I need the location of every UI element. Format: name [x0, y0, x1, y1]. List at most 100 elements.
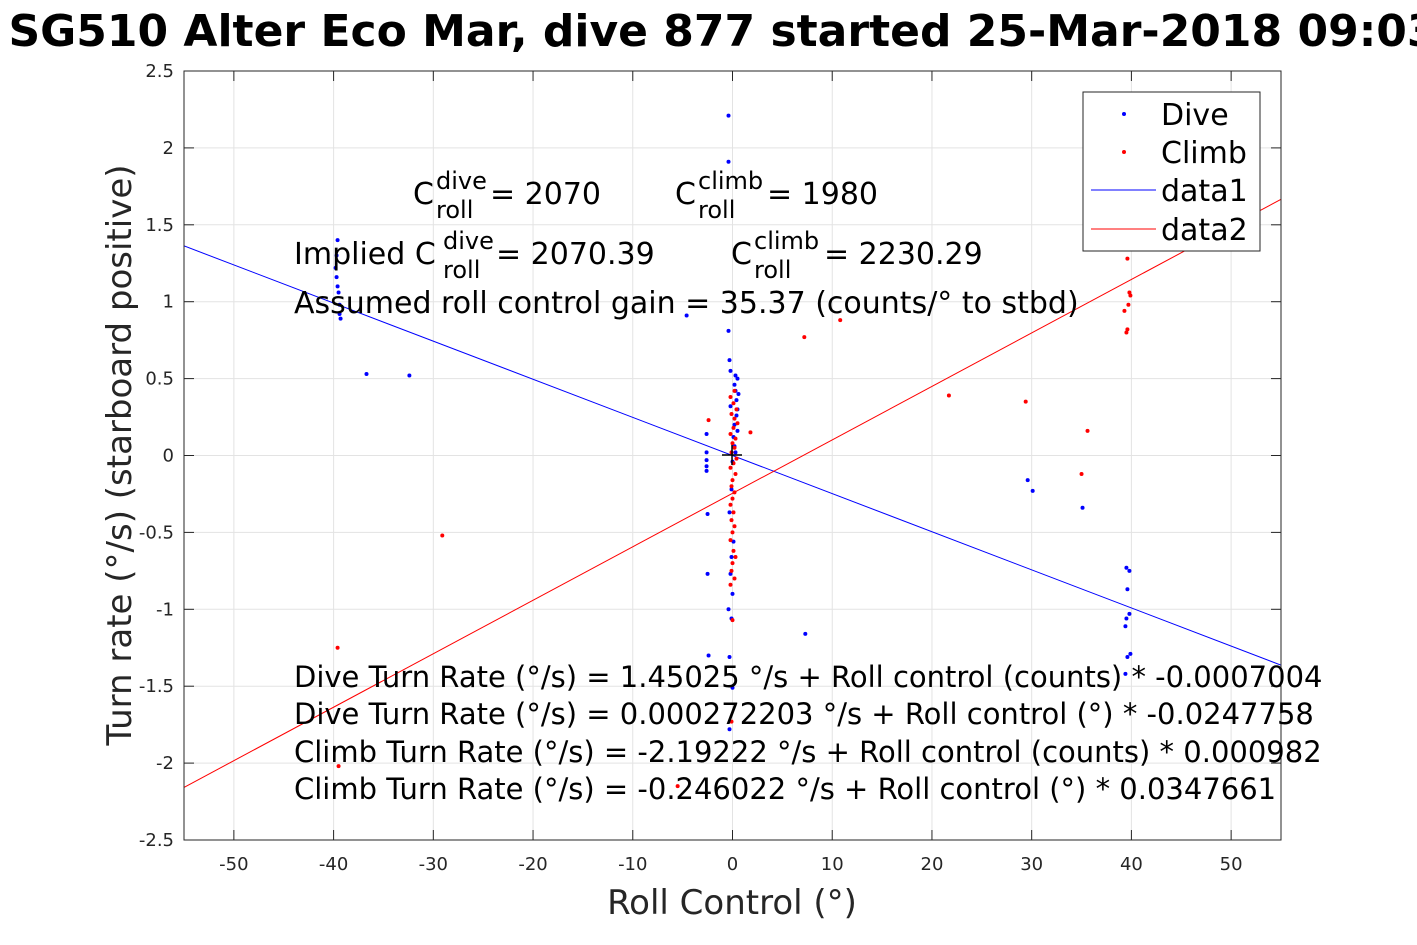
climb-point — [732, 416, 737, 421]
dive-point — [729, 487, 734, 492]
axis-ticks — [184, 70, 1281, 841]
x-tick-label: -50 — [219, 854, 248, 875]
climb-point — [706, 418, 711, 423]
x-tick-label: 30 — [1020, 854, 1043, 875]
climb-point — [728, 465, 733, 470]
svg-text:roll: roll — [443, 256, 480, 284]
climb-point — [1128, 293, 1133, 298]
svg-text:roll: roll — [698, 196, 735, 224]
climb-point — [335, 645, 340, 650]
climb-point — [440, 533, 445, 538]
dive-point — [728, 571, 733, 576]
svg-text:dive: dive — [443, 227, 494, 255]
dive-point — [1127, 611, 1132, 616]
dive-point — [684, 313, 689, 318]
climb-point — [735, 421, 740, 426]
x-tick-label: -40 — [319, 854, 348, 875]
svg-text:C: C — [675, 177, 696, 212]
chart-title: SG510 Alter Eco Mar, dive 877 started 25… — [8, 6, 1417, 57]
dive-point — [726, 159, 731, 164]
dive-point — [803, 631, 808, 636]
climb-point — [730, 561, 735, 566]
dive-point — [730, 591, 735, 596]
dive-point — [1025, 478, 1030, 483]
climb-point — [1124, 330, 1129, 335]
dive-point — [336, 290, 341, 295]
y-tick-label: -1.5 — [139, 676, 174, 697]
climb-point — [1079, 471, 1084, 476]
dive-point — [727, 654, 732, 659]
dive-point — [727, 727, 732, 732]
svg-text:roll: roll — [436, 196, 473, 224]
dive-point — [1030, 488, 1035, 493]
climb-point — [729, 518, 734, 523]
climb-point — [731, 510, 736, 515]
climb-point — [675, 784, 680, 789]
climb-point — [730, 441, 735, 446]
climb-point — [733, 555, 738, 560]
legend: Dive Climb data1 data2 — [1082, 91, 1261, 252]
svg-text:= 2070.39: = 2070.39 — [496, 237, 655, 272]
y-axis-label: Turn rate (°/s) (starboard positive) — [100, 164, 140, 746]
svg-text:Implied C: Implied C — [294, 237, 436, 272]
climb-point — [729, 484, 734, 489]
svg-text:= 1980: = 1980 — [767, 177, 878, 212]
svg-text:Climb Turn Rate (°/s) = -0.246: Climb Turn Rate (°/s) = -0.246022 °/s + … — [294, 772, 1276, 806]
fit-equations: Dive Turn Rate (°/s) = 1.45025 °/s + Rol… — [294, 660, 1322, 806]
dive-point — [732, 382, 737, 387]
climb-point — [1085, 428, 1090, 433]
dive-point — [335, 238, 340, 243]
legend-marker-climb — [1122, 150, 1126, 154]
dive-point — [704, 431, 709, 436]
climb-point — [729, 411, 734, 416]
legend-label-dive: Dive — [1161, 98, 1229, 133]
x-tick-label: -20 — [518, 854, 547, 875]
climb-point — [733, 471, 738, 476]
dive-point — [733, 450, 738, 455]
x-tick-label: -30 — [419, 854, 448, 875]
dive-point — [704, 458, 709, 463]
svg-text:= 2230.29: = 2230.29 — [824, 237, 983, 272]
dive-point — [728, 368, 733, 373]
dive-point — [337, 302, 342, 307]
y-tick-label: 0.5 — [145, 369, 174, 390]
svg-text:climb: climb — [698, 167, 763, 195]
dive-point — [1124, 616, 1129, 621]
y-tick-label: 0 — [163, 446, 174, 467]
dive-point — [734, 413, 739, 418]
dive-point — [1123, 624, 1128, 629]
axes-box — [183, 70, 1282, 841]
y-tick-label: 2 — [163, 138, 174, 159]
climb-point — [946, 393, 951, 398]
x-tick-labels: -50 -40 -30 -20 -10 0 10 20 30 40 50 — [219, 854, 1242, 875]
climb-point — [731, 425, 736, 430]
dive-point — [1125, 587, 1130, 592]
climb-point — [1125, 327, 1130, 332]
svg-text:roll: roll — [754, 256, 791, 284]
svg-text:C: C — [731, 237, 752, 272]
gain-annotation: Assumed roll control gain = 35.37 (count… — [294, 286, 1079, 321]
climb-point — [732, 388, 737, 393]
climb-point — [734, 456, 739, 461]
y-tick-label: -0.5 — [139, 522, 174, 543]
climb-point — [1126, 302, 1131, 307]
dive-point — [735, 428, 740, 433]
climb-point — [729, 568, 734, 573]
x-axis-label: Roll Control (°) — [607, 883, 857, 923]
y-tick-labels: -2.5 -2 -1.5 -1 -0.5 0 0.5 1 1.5 2 2.5 — [139, 61, 174, 851]
dive-point — [364, 371, 369, 376]
dive-point — [1123, 671, 1128, 676]
dive-point — [733, 373, 738, 378]
climb-point — [1122, 308, 1127, 313]
climb-point — [732, 490, 737, 495]
x-tick-label: 40 — [1120, 854, 1143, 875]
climb-point — [728, 538, 733, 543]
dive-point — [334, 275, 339, 280]
climb-point — [730, 478, 735, 483]
climb-point — [802, 335, 807, 340]
climb-point — [734, 407, 739, 412]
climb-point — [1023, 399, 1028, 404]
dive-point — [1124, 565, 1129, 570]
climb-point — [730, 618, 735, 623]
dive-point — [736, 391, 741, 396]
